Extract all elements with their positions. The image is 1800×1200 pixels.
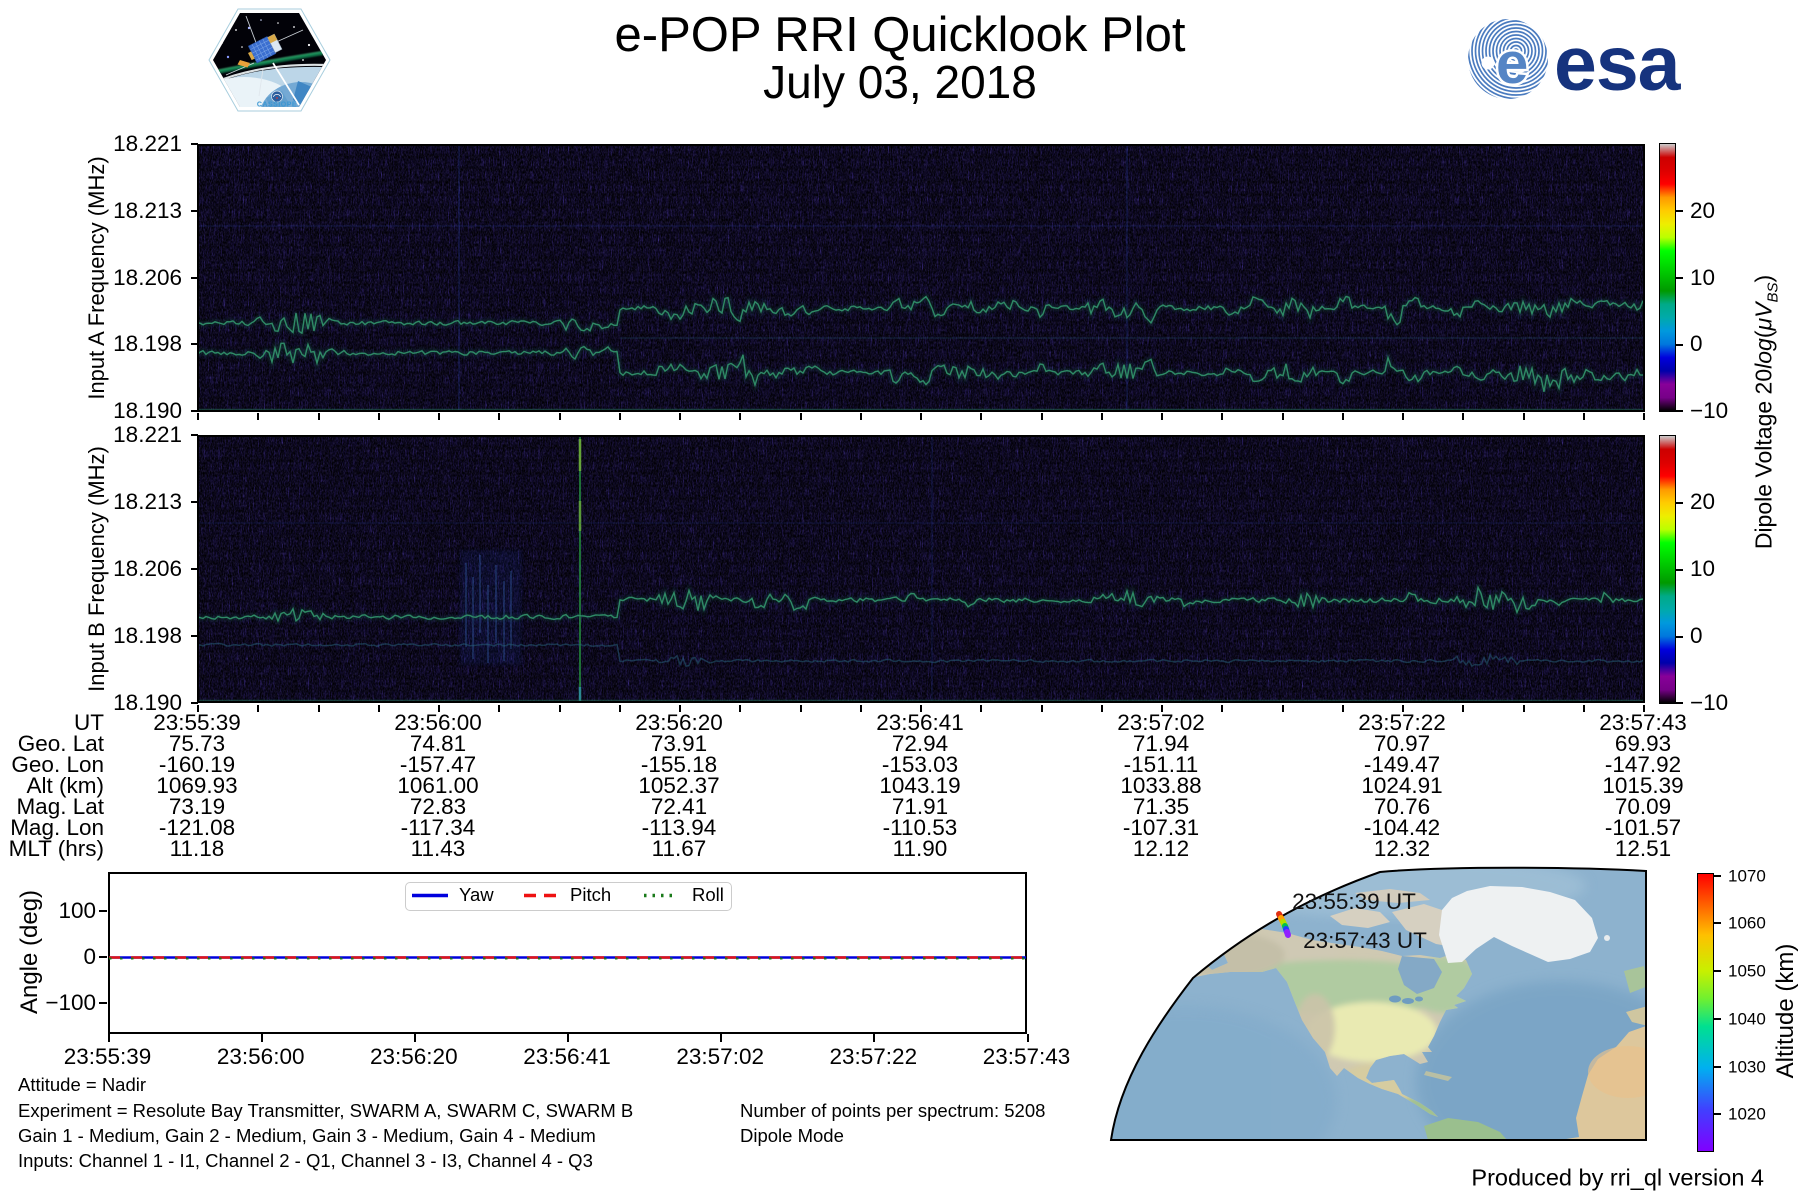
svg-text:CASSIOPE: CASSIOPE (257, 102, 297, 109)
svg-text:23:55:39 UT: 23:55:39 UT (1292, 889, 1416, 914)
svg-text:23:57:43 UT: 23:57:43 UT (1303, 928, 1427, 953)
svg-text:e: e (1496, 31, 1528, 96)
svg-text:e: e (1496, 31, 1528, 96)
svg-text:esa: esa (1554, 21, 1682, 107)
